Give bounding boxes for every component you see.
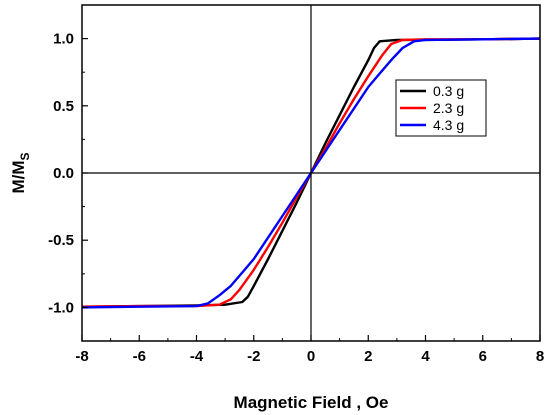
- x-tick-label: -6: [133, 348, 146, 365]
- legend-label: 0.3 g: [433, 83, 464, 99]
- legend-label: 4.3 g: [433, 117, 464, 133]
- ticks-layer: -8 -6 -4 -2 0 2 4 6 8 -1.0 -0.5 0.0 0.5 1.0: [48, 4, 544, 365]
- y-axis-title-main: M/M: [9, 160, 28, 193]
- plot-frame: [81, 4, 541, 342]
- y-axis-title: M/MS: [9, 152, 32, 193]
- y-tick-label: 1.0: [53, 31, 74, 48]
- x-tick-label: -4: [190, 348, 204, 365]
- reference-lines: [82, 5, 540, 341]
- y-tick-label: -0.5: [48, 232, 74, 249]
- legend-label: 2.3 g: [433, 100, 464, 116]
- y-tick-label: 0.0: [53, 165, 74, 182]
- y-tick-label: 0.5: [53, 98, 74, 115]
- x-tick-label: -8: [75, 348, 88, 365]
- x-tick-label: -2: [247, 348, 260, 365]
- x-tick-label: 4: [421, 348, 430, 365]
- x-tick-label: 2: [364, 348, 372, 365]
- y-tick-label: -1.0: [48, 299, 74, 316]
- x-tick-label: 0: [307, 348, 315, 365]
- x-axis-title: Magnetic Field , Oe: [234, 393, 389, 412]
- x-tick-label: 8: [536, 348, 544, 365]
- legend: 0.3 g2.3 g4.3 g: [395, 79, 487, 137]
- y-axis-title-subscript: S: [18, 152, 32, 160]
- x-tick-label: 6: [479, 348, 487, 365]
